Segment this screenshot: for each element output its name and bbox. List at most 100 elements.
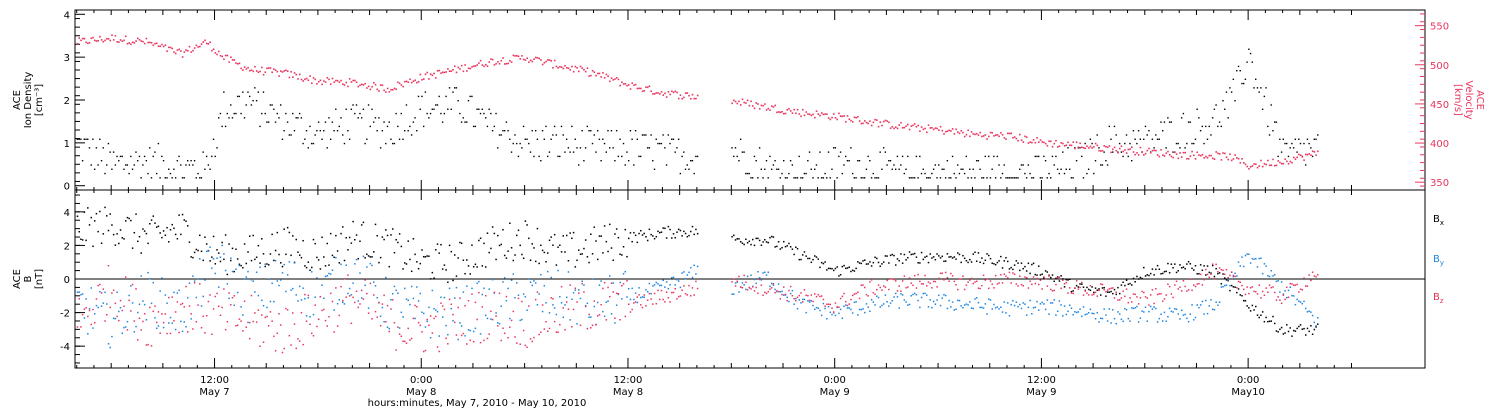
b-point-bz	[243, 300, 246, 303]
b-point-bz	[881, 289, 883, 291]
b-point-by	[106, 303, 108, 305]
density-point	[901, 155, 904, 158]
b-point-by	[627, 288, 630, 290]
b-point-bz	[1168, 285, 1171, 288]
b-point-bz	[1277, 296, 1279, 298]
b-point-bz	[614, 317, 616, 320]
b-point-bz	[397, 326, 399, 328]
velocity-point	[931, 126, 933, 129]
b-point-bx	[354, 238, 356, 241]
b-point-by	[505, 300, 508, 302]
b-point-bx	[931, 257, 933, 259]
velocity-point	[424, 73, 427, 76]
velocity-point	[352, 79, 354, 82]
velocity-point	[478, 62, 480, 64]
b-point-by	[1151, 308, 1154, 310]
density-point	[621, 155, 623, 158]
b-point-bx	[371, 256, 373, 258]
velocity-point	[428, 78, 430, 80]
b-point-bz	[1060, 287, 1062, 290]
velocity-point	[986, 138, 988, 140]
density-point	[596, 130, 599, 132]
density-point	[283, 130, 285, 132]
b-point-by	[1242, 265, 1245, 268]
density-point	[1008, 177, 1011, 179]
velocity-point	[1218, 153, 1221, 155]
b-point-by	[354, 263, 356, 265]
density-point	[517, 155, 520, 158]
b-point-bx	[405, 263, 408, 265]
b-point-bz	[343, 277, 346, 280]
b-point-by	[345, 264, 347, 266]
b-point-by	[998, 308, 1000, 310]
b-point-by	[1060, 304, 1062, 306]
b-point-by	[1210, 298, 1212, 301]
velocity-point	[1210, 154, 1212, 157]
density-point	[643, 134, 645, 136]
b-point-bx	[984, 259, 987, 262]
density-point	[398, 138, 401, 140]
b-point-by	[545, 302, 547, 304]
b-point-bz	[731, 281, 733, 283]
b-point-bx	[696, 232, 699, 235]
b-point-by	[969, 301, 971, 303]
velocity-point	[526, 57, 528, 60]
b-point-bz	[1217, 270, 1219, 273]
density-point	[851, 172, 854, 175]
b-point-by	[1099, 317, 1102, 320]
b-point-by	[443, 296, 446, 299]
b-point-by	[1129, 320, 1131, 322]
density-point	[169, 172, 172, 175]
velocity-point	[118, 41, 120, 43]
velocity-point	[345, 81, 348, 84]
b-point-bz	[643, 294, 645, 296]
velocity-point	[838, 112, 840, 115]
b-point-by	[746, 275, 749, 278]
b-point-by	[1268, 275, 1271, 278]
velocity-point	[958, 132, 961, 135]
b-point-bx	[1191, 267, 1193, 270]
b-point-bx	[438, 252, 440, 254]
b-point-bz	[235, 325, 237, 327]
b-point-bz	[362, 298, 365, 300]
b-point-bz	[801, 301, 804, 303]
b-point-bx	[841, 265, 844, 268]
b-point-bx	[453, 254, 456, 256]
b-point-bx	[1000, 255, 1002, 258]
b-point-bx	[846, 267, 849, 269]
b-point-by	[124, 326, 127, 328]
density-point	[102, 147, 104, 149]
b-point-by	[1139, 317, 1142, 319]
b-point-bx	[1263, 320, 1266, 323]
density-point	[1206, 138, 1209, 140]
b-point-by	[340, 263, 342, 266]
velocity-point	[533, 58, 535, 60]
b-point-bx	[862, 260, 864, 262]
b-point-bz	[621, 285, 623, 287]
b-point-bz	[1113, 297, 1116, 299]
b-point-bz	[80, 326, 82, 328]
density-velocity-points	[76, 34, 1319, 179]
velocity-point	[1137, 154, 1140, 156]
b-point-bx	[982, 262, 985, 265]
b-point-by	[357, 300, 360, 302]
b-point-bx	[324, 265, 327, 267]
density-point	[1292, 147, 1295, 149]
b-point-bz	[977, 287, 980, 289]
b-point-bx	[1075, 284, 1078, 287]
b-point-bz	[1258, 284, 1260, 286]
density-point	[555, 134, 558, 136]
b-point-bx	[521, 253, 523, 256]
density-point	[1277, 155, 1279, 158]
velocity-point	[1125, 152, 1128, 154]
b-point-by	[502, 281, 504, 283]
b-point-by	[355, 258, 358, 261]
b-point-bx	[843, 264, 845, 267]
b-point-bx	[938, 255, 940, 257]
b-point-bx	[1189, 263, 1192, 265]
velocity-point	[557, 67, 559, 69]
velocity-point	[1220, 159, 1223, 161]
b-point-by	[440, 296, 442, 299]
b-point-bz	[452, 313, 454, 316]
b-point-by	[1017, 305, 1019, 308]
